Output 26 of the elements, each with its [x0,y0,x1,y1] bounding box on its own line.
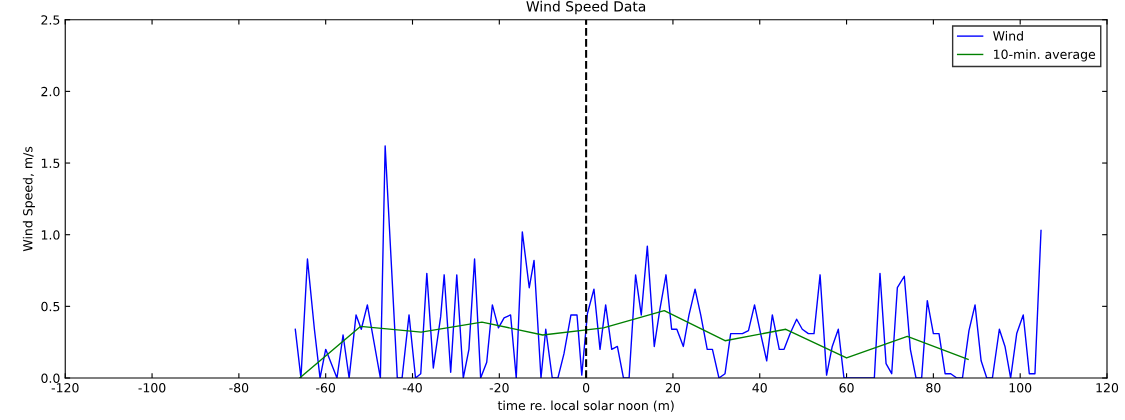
x-tick-label: 20 [665,383,681,393]
x-tick-label: 100 [1009,383,1032,393]
line-series [298,309,969,378]
x-axis-title: time re. local solar noon (m) [497,400,674,412]
y-tick-label: 0.0 [41,373,60,383]
x-tick-label: 120 [1096,383,1119,393]
x-tick-label: -120 [51,383,79,393]
chart-title: Wind Speed Data [526,0,646,15]
x-tick-label: -20 [489,383,509,393]
x-tick-label: -100 [138,383,166,393]
y-tick-label: 1.5 [41,158,60,168]
x-tick-label: 0 [582,383,590,393]
y-tick-label: 2.5 [41,15,60,25]
y-tick-label: 2.0 [41,86,60,97]
legend-label: 10-min. average [994,49,1096,62]
line-series [294,145,1042,378]
y-tick-label: 0.5 [41,301,60,312]
y-axis-title: Wind Speed, m/s [22,146,35,252]
legend-label: Wind [993,30,1023,41]
x-tick-label: -80 [229,383,249,393]
x-tick-label: -40 [402,383,422,393]
x-tick-label: -60 [316,383,336,393]
x-tick-label: 80 [926,383,941,393]
x-tick-label: 60 [839,383,854,393]
x-tick-label: 40 [752,383,767,393]
y-tick-label: 1.0 [41,230,60,240]
